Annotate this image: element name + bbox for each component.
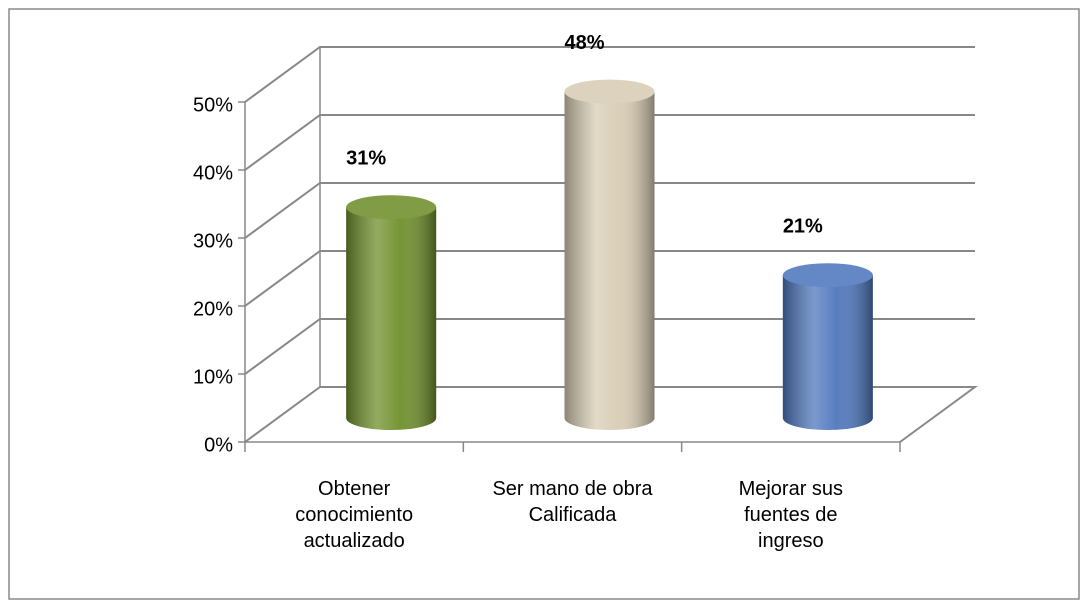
bar-top (564, 79, 655, 104)
bar-top (346, 195, 437, 220)
y-tick-label: 0% (204, 434, 233, 456)
data-label: 21% (783, 215, 823, 237)
x-tick-label: Obtener conocimiento actualizado (295, 478, 414, 552)
y-tick-label: 30% (193, 230, 233, 252)
y-tick-label: 40% (193, 162, 233, 184)
bar-shade (346, 207, 437, 431)
x-tick-label: Ser mano de obra Calificada (492, 478, 653, 526)
bar-shade (782, 275, 873, 431)
y-tick-label: 20% (193, 298, 233, 320)
bar-top-shade (782, 263, 873, 288)
bar-shade (564, 91, 655, 431)
x-tick-label: Mejorar sus fuentes de ingreso (738, 478, 844, 552)
bar-top (782, 263, 873, 288)
data-label: 31% (346, 147, 386, 169)
chart-border (8, 8, 1080, 600)
data-label: 48% (564, 32, 604, 54)
y-tick-label: 10% (193, 366, 233, 388)
bar-top-shade (564, 79, 655, 104)
bar-top-shade (346, 195, 437, 220)
y-tick-label: 50% (193, 94, 233, 116)
